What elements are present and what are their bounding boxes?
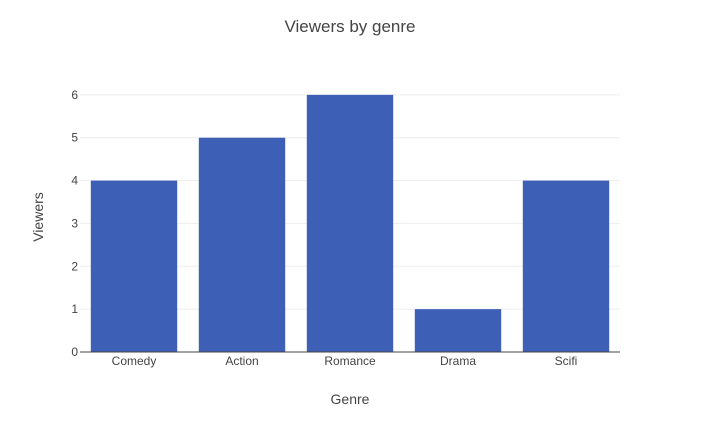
x-tick-label: Action <box>225 354 258 368</box>
y-tick-label: 1 <box>71 302 78 316</box>
x-axis-ticks: Comedy Action Romance Drama Scifi <box>112 354 578 368</box>
bar-action[interactable] <box>198 137 286 352</box>
y-tick-label: 2 <box>71 259 78 273</box>
x-tick-label: Drama <box>440 354 476 368</box>
bar-drama[interactable] <box>414 309 502 352</box>
y-tick-label: 3 <box>71 216 78 230</box>
bars <box>90 94 610 352</box>
y-tick-label: 0 <box>71 345 78 359</box>
bar-comedy[interactable] <box>90 180 178 352</box>
bar-scifi[interactable] <box>522 180 610 352</box>
x-tick-label: Scifi <box>555 354 578 368</box>
y-tick-label: 4 <box>71 174 78 188</box>
x-axis-label: Genre <box>331 391 370 407</box>
x-tick-label: Comedy <box>112 354 157 368</box>
x-tick-label: Romance <box>324 354 376 368</box>
bar-romance[interactable] <box>306 94 394 352</box>
y-axis-label: Viewers <box>30 192 46 242</box>
y-axis-ticks: 0 1 2 3 4 5 6 <box>71 88 78 359</box>
y-tick-label: 5 <box>71 131 78 145</box>
y-tick-label: 6 <box>71 88 78 102</box>
chart-title: Viewers by genre <box>284 17 415 36</box>
